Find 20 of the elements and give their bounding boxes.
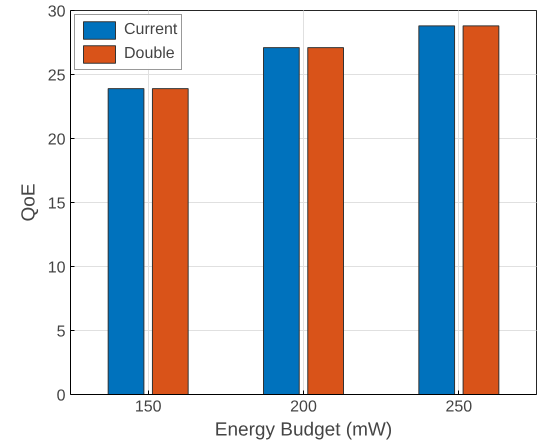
y-tick-label: 25 (48, 68, 66, 84)
x-tick-label: 150 (134, 398, 162, 416)
y-tick-label: 0 (56, 388, 66, 404)
y-tick-label: 20 (48, 132, 66, 148)
x-tick-label: 200 (290, 398, 317, 416)
bar (108, 88, 144, 394)
y-tick-label: 30 (48, 4, 66, 20)
bar (152, 88, 189, 394)
bar (263, 47, 300, 394)
y-tick-label: 5 (56, 324, 66, 340)
bar (307, 47, 344, 394)
x-tick-label: 250 (445, 398, 472, 416)
legend-label: Double (124, 45, 175, 63)
y-tick-label: 15 (48, 196, 66, 212)
y-axis-title: QoE (18, 183, 40, 222)
x-axis-title: Energy Budget (mW) (214, 420, 392, 440)
legend-label: Current (124, 21, 178, 39)
bar (462, 25, 500, 394)
y-tick-label: 10 (48, 260, 66, 276)
bar (418, 25, 456, 394)
